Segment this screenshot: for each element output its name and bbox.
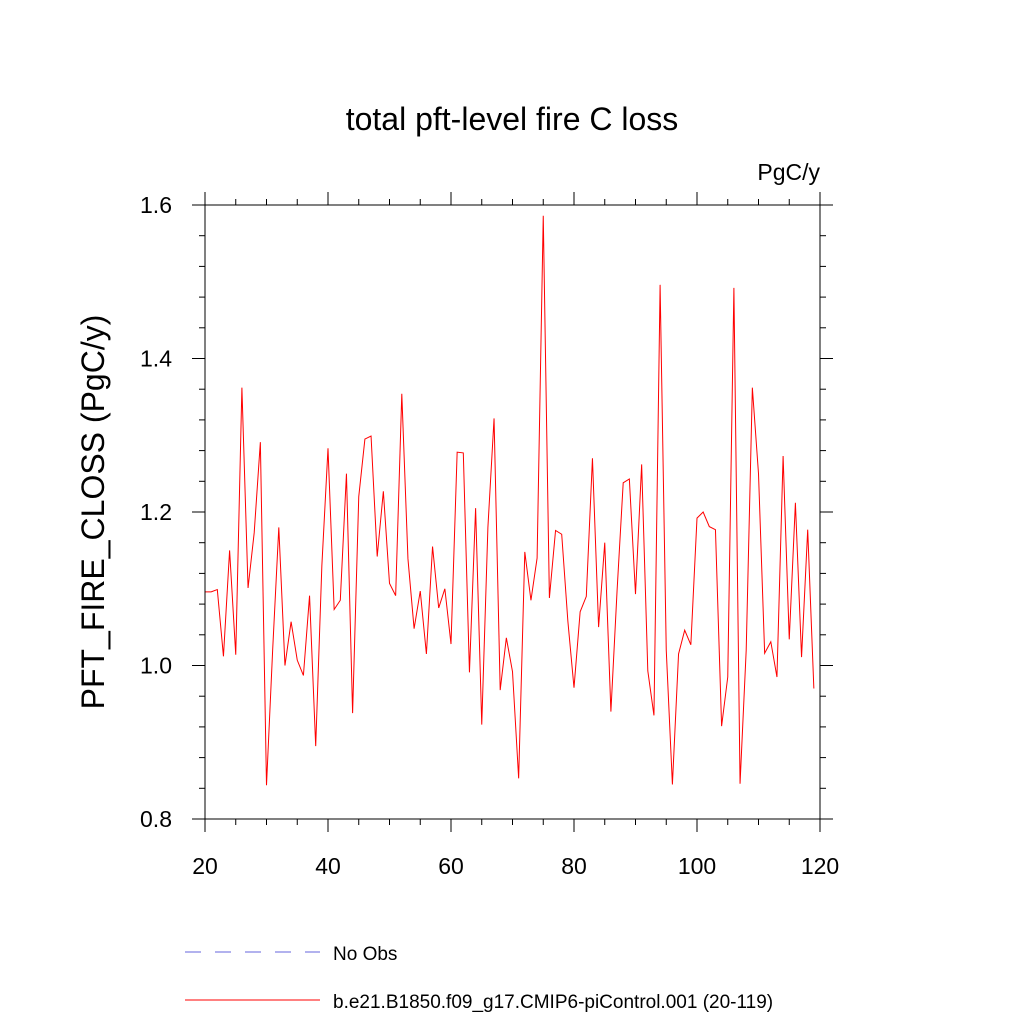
axis-ticks (192, 192, 833, 832)
data-series-layer (205, 215, 815, 786)
plot-frame (204, 204, 821, 820)
y-tick-label: 1.6 (140, 192, 172, 218)
units-label: PgC/y (757, 159, 820, 185)
axis-tick-labels: 20 40 60 80 100 120 0.8 1.0 1.2 1.4 1.6 (140, 192, 839, 879)
y-tick-label: 1.4 (140, 346, 172, 372)
x-tick-label: 20 (192, 853, 218, 879)
legend-label-no-obs: No Obs (333, 944, 397, 965)
x-tick-label: 60 (438, 853, 464, 879)
series-line-1 (205, 215, 815, 786)
y-axis-label: PFT_FIRE_CLOSS (PgC/y) (75, 315, 111, 710)
legend-label-model-run: b.e21.B1850.f09_g17.CMIP6-piControl.001 … (333, 992, 773, 1013)
x-tick-label: 80 (561, 853, 587, 879)
x-tick-label: 40 (315, 853, 341, 879)
y-tick-label: 1.2 (140, 499, 172, 525)
legend: No Obs b.e21.B1850.f09_g17.CMIP6-piContr… (185, 944, 773, 1013)
x-tick-label: 120 (801, 853, 839, 879)
y-tick-label: 1.0 (140, 653, 172, 679)
chart-title: total pft-level fire C loss (346, 101, 679, 137)
y-tick-label: 0.8 (140, 806, 172, 832)
x-tick-label: 100 (678, 853, 716, 879)
